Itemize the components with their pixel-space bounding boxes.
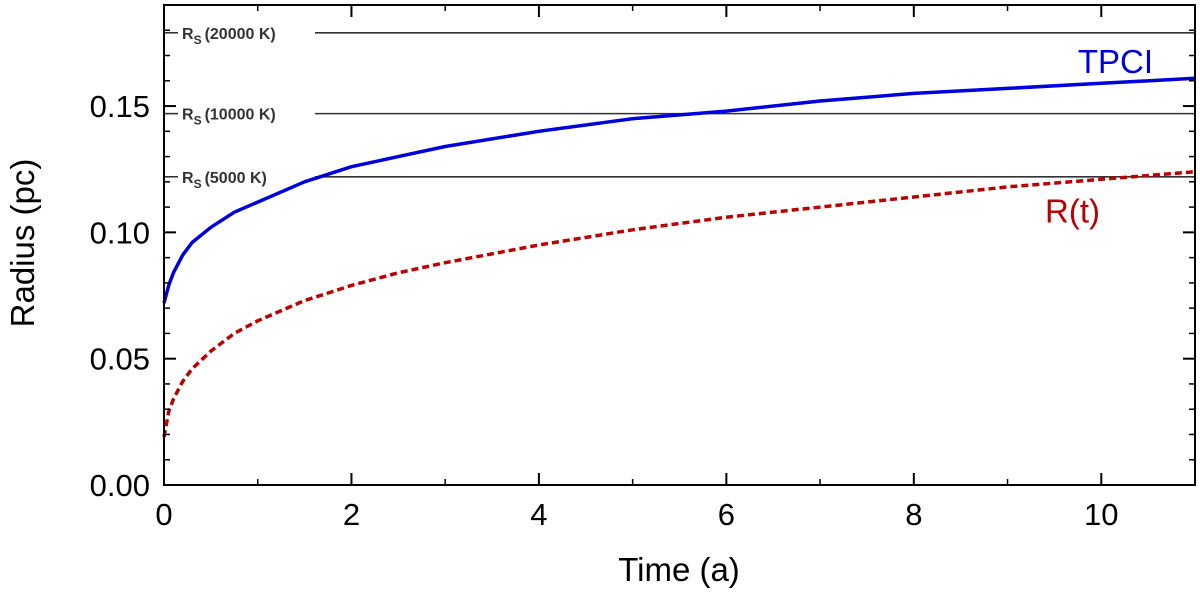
y-tick-label: 0.15 [90,89,150,124]
x-tick-label: 0 [155,497,172,532]
x-tick-label: 2 [343,497,360,532]
x-tick-label: 6 [718,497,735,532]
plot-frame [163,4,1196,486]
series-line-tpci [162,76,1196,304]
x-tick-label: 8 [905,497,922,532]
series-lines [162,76,1196,438]
y-tick-label: 0.05 [90,342,150,377]
x-tick-label: 4 [530,497,547,532]
y-axis-title: Radius (pc) [4,159,41,328]
reference-line-label: RS (5000 K) [182,170,267,191]
reference-lines: RS (20000 K) RS (10000 K) RS (5000 K) [164,26,1195,191]
x-tick-label: 10 [1084,497,1118,532]
axis-ticks: 0 2 4 6 8 10 0.00 0.05 0.10 0.15 [90,5,1196,532]
y-tick-label: 0.10 [90,215,150,250]
series-line-r-t [162,169,1196,438]
reference-line-label: RS (10000 K) [182,107,276,128]
plot-area-border [163,4,1196,486]
x-axis-title: Time (a) [618,551,740,588]
labels: Time (a) Radius (pc) TPCI R(t) [4,43,1153,588]
series-label: TPCI [1078,43,1153,80]
reference-line-label: RS (20000 K) [182,26,276,47]
y-tick-label: 0.00 [90,468,150,503]
series-label: R(t) [1045,192,1100,229]
